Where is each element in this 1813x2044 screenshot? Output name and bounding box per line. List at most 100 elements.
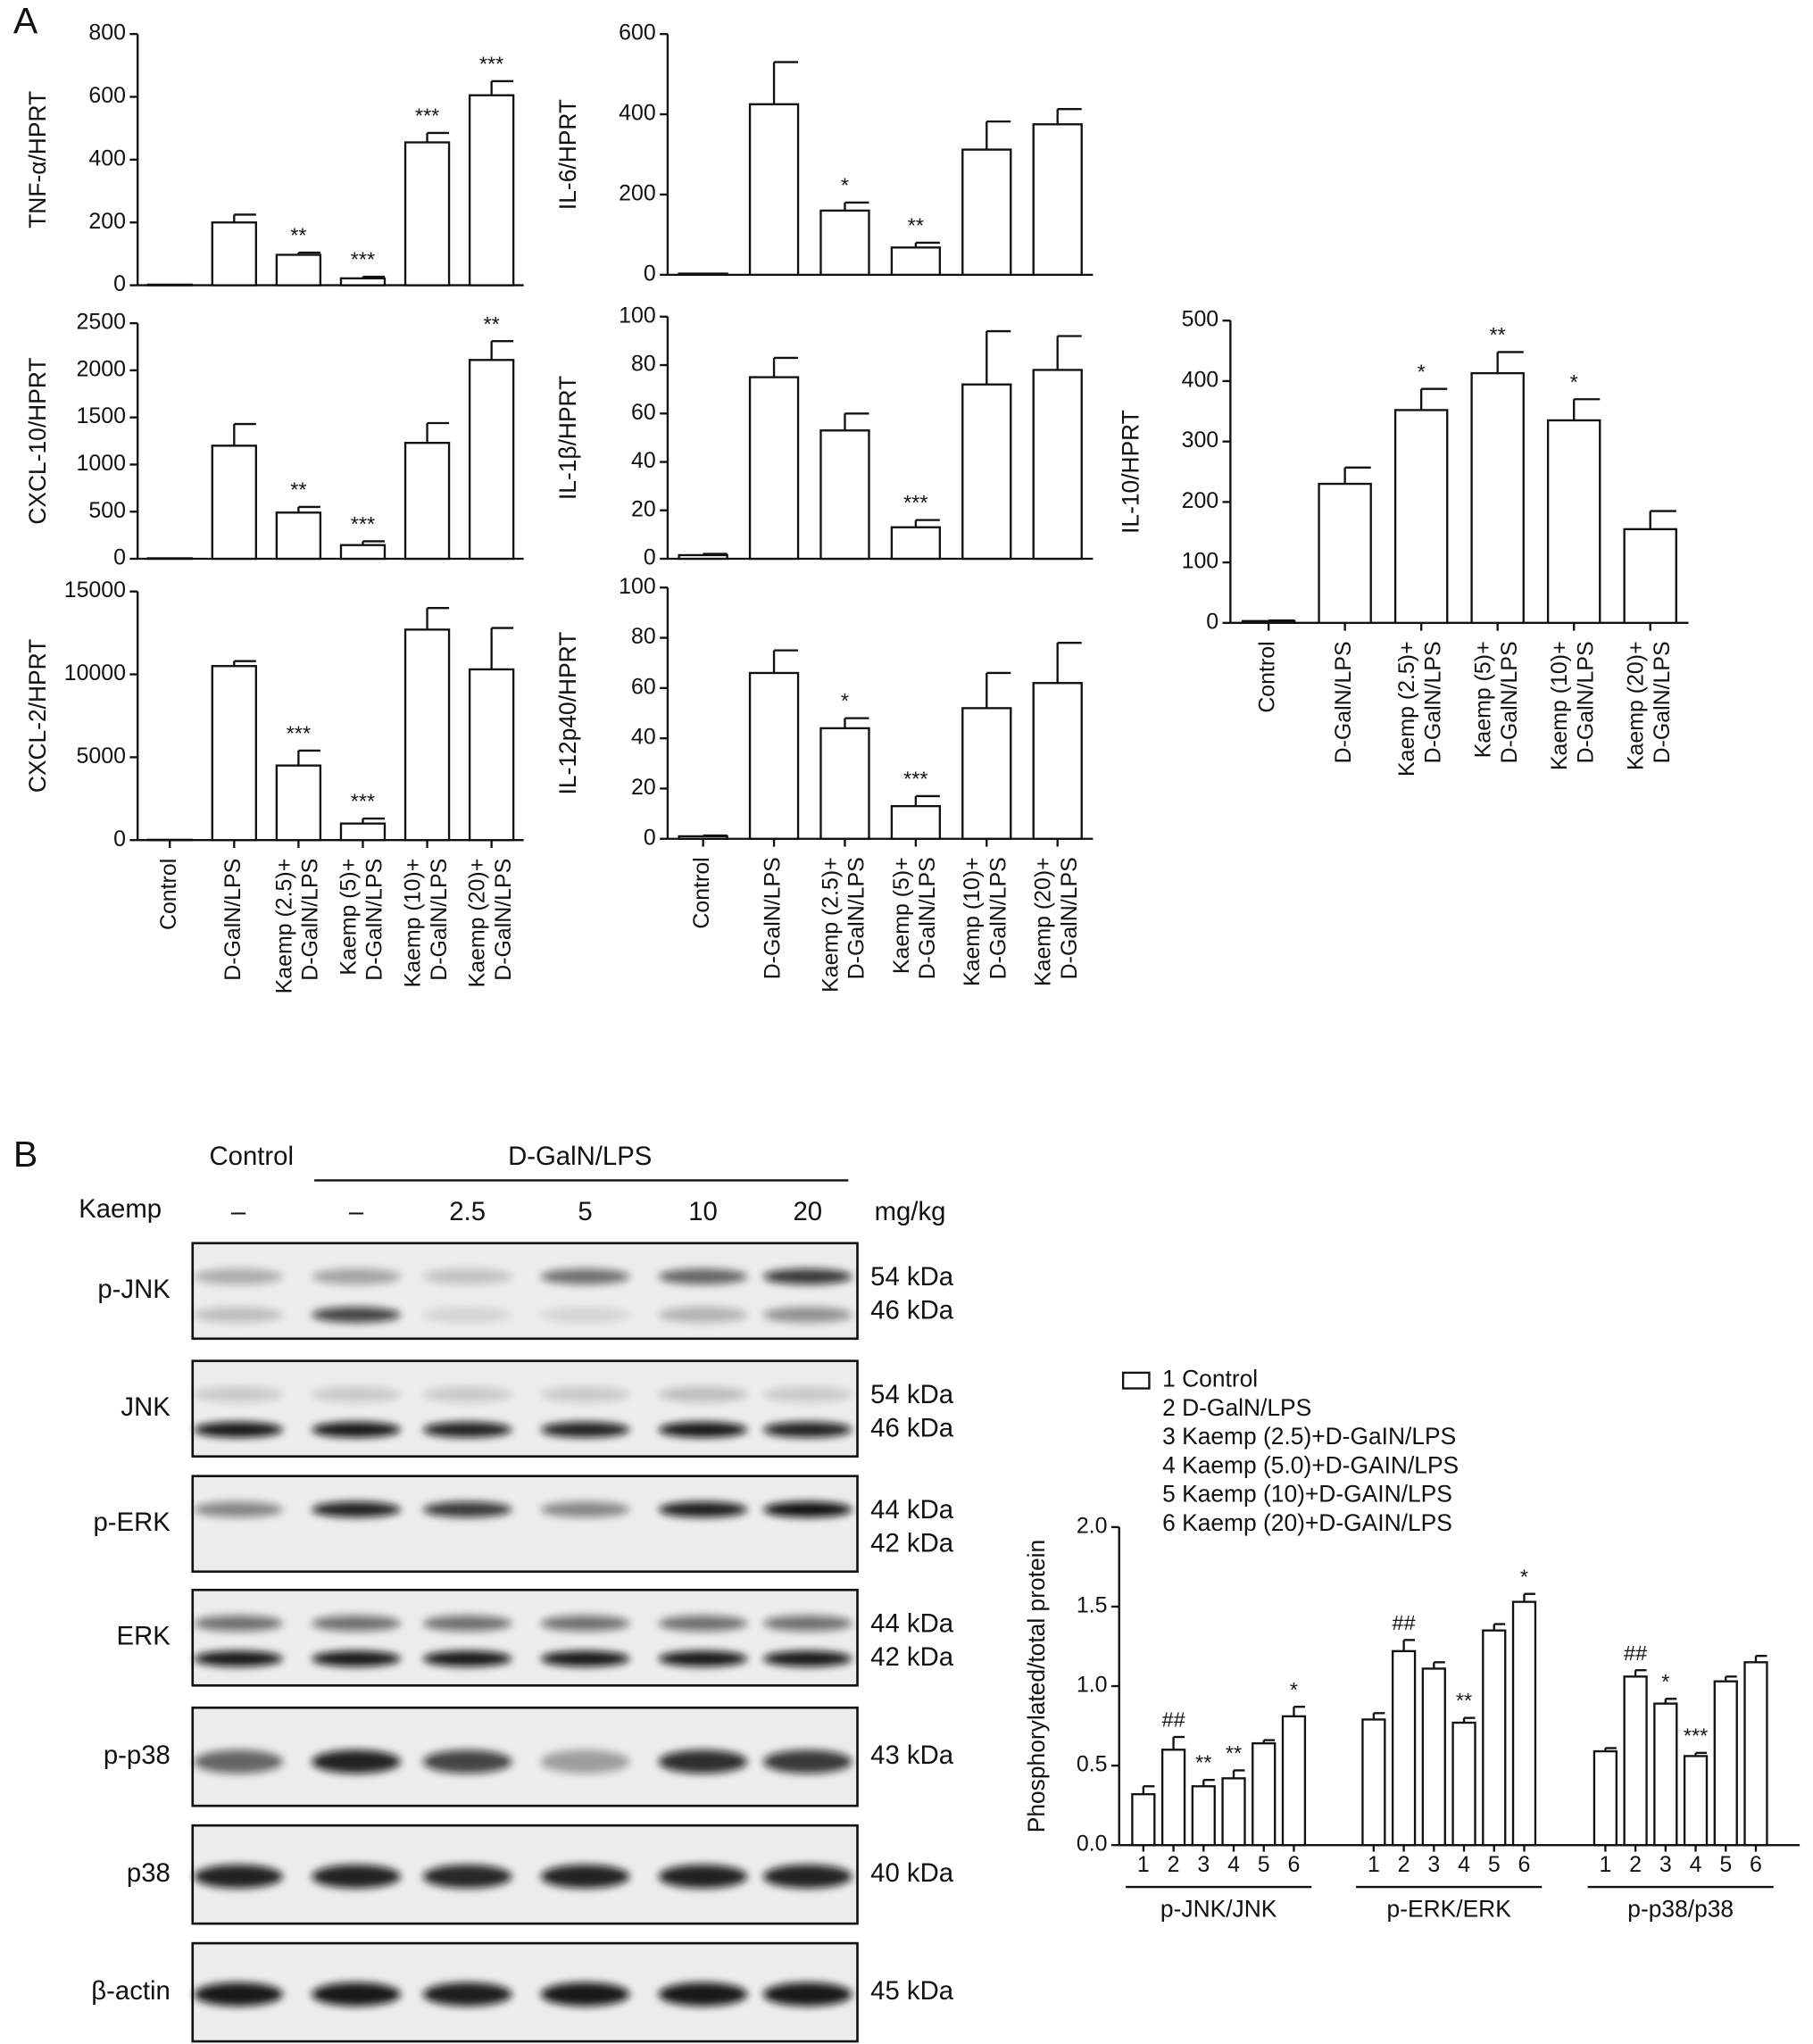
blot-band <box>658 1268 748 1285</box>
significance: ** <box>290 478 306 502</box>
y-tick-label: 0 <box>113 545 126 570</box>
x-tick-label: Control <box>1255 641 1280 712</box>
x-tick-label: D-GalN/LPS <box>220 859 245 981</box>
significance: * <box>841 689 849 712</box>
bar <box>678 272 728 277</box>
x-tick-label: D-GalN/LPS <box>491 859 516 981</box>
bar <box>339 822 387 842</box>
bar <box>211 445 257 561</box>
significance: * <box>1290 1678 1298 1701</box>
y-tick-label: 0 <box>644 545 656 570</box>
x-tick-label: Kaemp (2.5)+ <box>271 859 296 994</box>
blot-band <box>194 1421 283 1438</box>
blot-band <box>312 1268 401 1285</box>
kda-label: 40 kDa <box>870 1858 954 1888</box>
significance: ** <box>1226 1741 1242 1765</box>
y-tick-label: 2.0 <box>1077 1513 1108 1538</box>
x-tick-label: Kaemp (5)+ <box>1471 641 1496 758</box>
x-tick-label: D-GalN/LPS <box>298 859 323 981</box>
blot-band <box>312 1982 401 2007</box>
significance: ** <box>290 224 306 247</box>
significance: * <box>1570 370 1578 394</box>
blot-band <box>540 1865 630 1889</box>
y-tick-label: 1000 <box>77 451 126 476</box>
y-tick-label: 0 <box>1206 609 1218 634</box>
bar <box>1281 1715 1307 1847</box>
x-tick-label: 2 <box>1629 1852 1642 1877</box>
bar <box>211 221 257 287</box>
y-tick-label: 10000 <box>64 661 126 685</box>
y-tick-label: 5000 <box>77 744 126 769</box>
significance: ** <box>1490 323 1506 346</box>
bar <box>748 376 800 561</box>
dose: 5 <box>578 1197 592 1226</box>
bar <box>1482 1629 1507 1847</box>
legend-label: 2 D-GalN/LPS <box>1162 1394 1311 1421</box>
x-tick-label: D-GalN/LPS <box>1573 641 1598 763</box>
y-tick-label: 2500 <box>77 310 126 335</box>
blot-band <box>312 1749 401 1774</box>
blot-frame <box>191 1941 859 2043</box>
y-tick-label: 400 <box>1182 367 1219 392</box>
y-tick-label: 0.0 <box>1077 1832 1108 1857</box>
bar <box>403 628 451 842</box>
bar <box>403 442 451 561</box>
bar <box>1470 371 1525 625</box>
x-tick-label: 3 <box>1197 1852 1210 1877</box>
y-axis-label: IL-10/HPRT <box>1117 410 1144 534</box>
y-tick-label: 500 <box>1182 307 1219 332</box>
blot-band <box>194 1615 283 1632</box>
y-axis-label: Phosphorylated/total protein <box>1023 1540 1050 1832</box>
blot-band <box>762 1865 852 1889</box>
significance: ** <box>484 312 500 336</box>
bar <box>1511 1600 1537 1847</box>
y-tick-label: 80 <box>631 624 656 649</box>
x-tick-label: Kaemp (5)+ <box>889 857 914 974</box>
blot-band <box>194 1386 283 1402</box>
significance: ## <box>1393 1611 1416 1634</box>
blot-band <box>194 1650 283 1667</box>
y-axis-label: IL-6/HPRT <box>554 99 581 210</box>
y-tick-label: 500 <box>88 498 126 523</box>
x-tick-label: Kaemp (20)+ <box>1031 857 1056 986</box>
significance: ** <box>1195 1751 1211 1774</box>
x-tick-label: 5 <box>1488 1852 1501 1877</box>
kda-label: 54 kDa <box>870 1262 954 1292</box>
y-axis-label: CXCL-10/HPRT <box>24 358 51 525</box>
bar <box>819 727 870 840</box>
bar <box>1252 1741 1277 1847</box>
y-tick-label: 80 <box>631 352 656 377</box>
bar <box>1683 1755 1709 1847</box>
x-tick-label: 2 <box>1168 1852 1180 1877</box>
blot-row-label: p-JNK <box>97 1275 170 1304</box>
bar <box>1032 682 1083 840</box>
blot-band <box>422 1650 512 1667</box>
x-tick-label: Kaemp (20)+ <box>1624 641 1649 770</box>
y-tick-label: 2000 <box>77 356 126 381</box>
blot-row-label: JNK <box>121 1392 170 1422</box>
bar <box>678 553 728 561</box>
legend-label: 3 Kaemp (2.5)+D-GaIN/LPS <box>1162 1423 1456 1450</box>
kda-label: 45 kDa <box>870 1976 954 2006</box>
blot-band <box>194 1749 283 1774</box>
blot-row-label: p-ERK <box>93 1508 170 1537</box>
y-axis-label: IL-12p40/HPRT <box>554 632 581 795</box>
blot-band <box>312 1615 401 1632</box>
y-tick-label: 400 <box>619 101 656 126</box>
bar <box>1743 1661 1768 1847</box>
y-tick-label: 200 <box>88 209 126 234</box>
bar <box>1451 1721 1476 1847</box>
blot-band <box>422 1386 512 1402</box>
blot-frame <box>191 1824 859 1925</box>
y-tick-label: 600 <box>88 83 126 108</box>
blot-band <box>312 1386 401 1402</box>
y-tick-label: 400 <box>88 145 126 170</box>
bar <box>1191 1785 1216 1847</box>
x-tick-label: 6 <box>1750 1852 1762 1877</box>
x-tick-label: 1 <box>1599 1852 1611 1877</box>
y-tick-label: 100 <box>619 303 656 328</box>
x-tick-label: 4 <box>1458 1852 1470 1877</box>
kda-label: 46 kDa <box>870 1414 954 1443</box>
